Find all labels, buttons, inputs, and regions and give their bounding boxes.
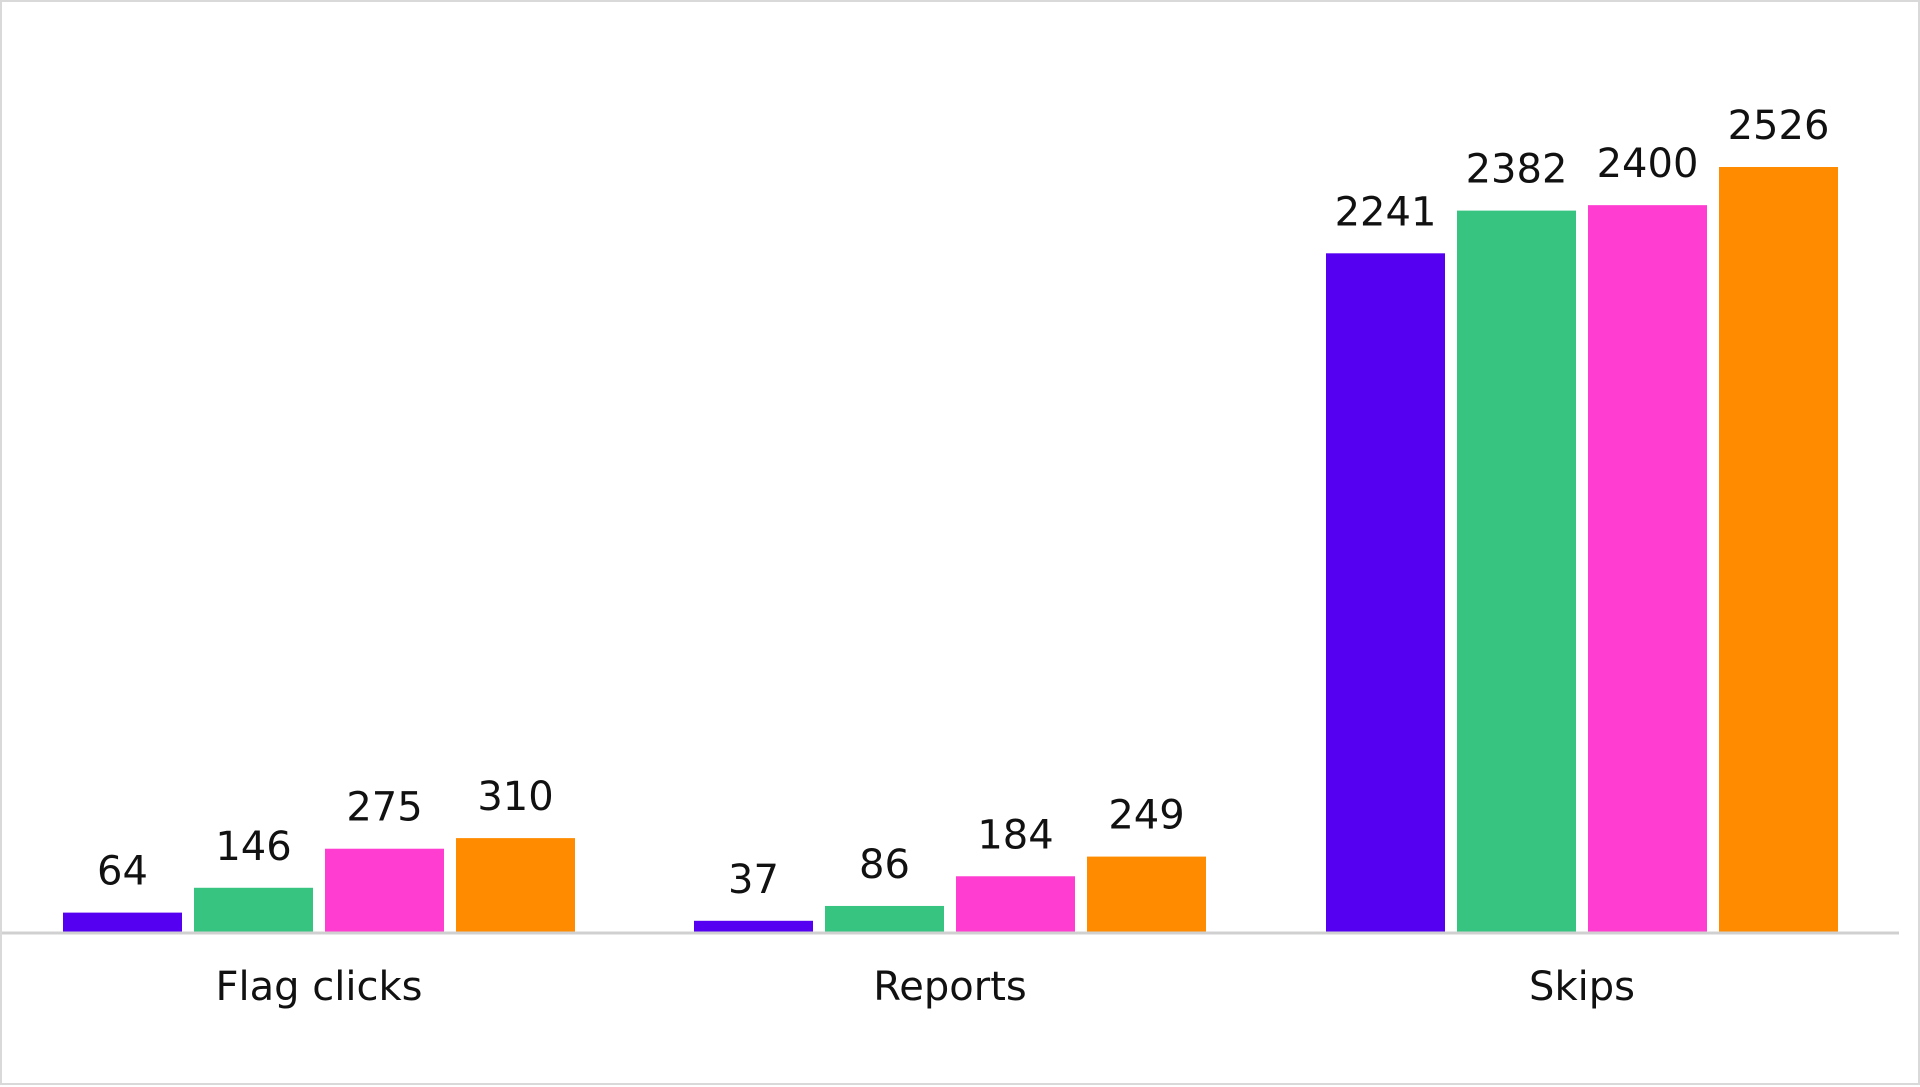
data-label-skips-s1: 2241 (1335, 189, 1437, 235)
data-label-reports-s3: 184 (977, 812, 1053, 858)
data-label-flag-clicks-s2: 146 (215, 824, 291, 870)
x-tick-label: Reports (873, 964, 1026, 1010)
bar-skips-s2 (1457, 210, 1576, 932)
data-label-reports-s1: 37 (728, 857, 779, 903)
data-label-flag-clicks-s1: 64 (97, 849, 148, 895)
data-label-reports-s2: 86 (859, 842, 910, 888)
data-label-skips-s4: 2526 (1728, 103, 1830, 149)
x-tick-label: Skips (1529, 964, 1635, 1010)
bar-reports-s4 (1087, 856, 1206, 932)
data-label-skips-s3: 2400 (1597, 141, 1699, 187)
bar-flag-clicks-s3 (325, 848, 444, 932)
data-label-reports-s4: 249 (1108, 793, 1184, 839)
bar-skips-s4 (1719, 167, 1838, 932)
data-label-skips-s2: 2382 (1466, 147, 1568, 193)
bar-flag-clicks-s1 (63, 912, 182, 932)
bar-reports-s2 (825, 905, 944, 932)
x-tick-label: Flag clicks (216, 964, 423, 1010)
data-label-flag-clicks-s3: 275 (346, 785, 422, 831)
bar-reports-s1 (694, 920, 813, 932)
bar-skips-s1 (1326, 253, 1445, 932)
data-label-flag-clicks-s4: 310 (477, 774, 553, 820)
bar-flag-clicks-s4 (456, 838, 575, 932)
bar-flag-clicks-s2 (194, 887, 313, 932)
bar-skips-s3 (1588, 205, 1707, 932)
bar-reports-s3 (956, 876, 1075, 932)
